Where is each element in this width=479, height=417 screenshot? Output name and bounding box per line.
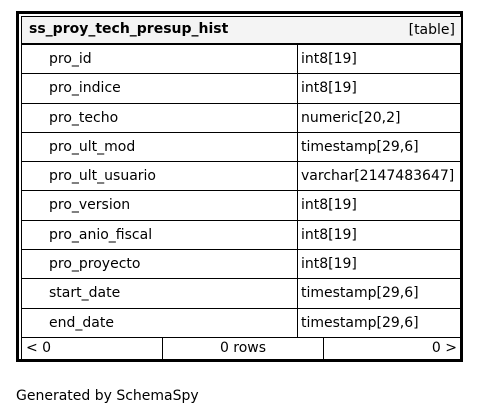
column-type: int8[19]: [297, 219, 462, 251]
column-name: pro_indice: [21, 73, 298, 104]
column-name: pro_id: [21, 44, 298, 75]
row-count: 0 rows: [163, 338, 324, 359]
column-type: int8[19]: [297, 190, 462, 221]
column-type: int8[19]: [297, 73, 462, 104]
column-type: timestamp[29,6]: [297, 278, 462, 309]
column-list: pro_id int8[19] pro_indice int8[19] pro_…: [21, 44, 462, 338]
column-row: pro_id int8[19]: [21, 44, 462, 75]
column-row: pro_ult_mod timestamp[29,6]: [21, 131, 462, 163]
generated-by-caption: Generated by SchemaSpy: [16, 388, 199, 404]
column-row: pro_indice int8[19]: [21, 73, 462, 104]
column-row: end_date timestamp[29,6]: [21, 307, 462, 338]
column-name: pro_proyecto: [21, 249, 298, 280]
column-name: end_date: [21, 307, 298, 338]
column-row: pro_ult_usuario varchar[2147483647]: [21, 161, 462, 192]
column-name: start_date: [21, 278, 298, 309]
column-type: numeric[20,2]: [297, 102, 462, 133]
column-type: timestamp[29,6]: [297, 307, 462, 338]
column-row: pro_anio_fiscal int8[19]: [21, 219, 462, 251]
table-entity: ss_proy_tech_presup_hist [table] pro_id …: [16, 11, 463, 362]
table-footer: < 0 0 rows 0 >: [21, 337, 462, 360]
column-row: pro_version int8[19]: [21, 190, 462, 221]
column-name: pro_version: [21, 190, 298, 221]
column-row: pro_proyecto int8[19]: [21, 249, 462, 280]
column-name: pro_techo: [21, 102, 298, 133]
column-name: pro_ult_mod: [21, 131, 298, 163]
column-type: int8[19]: [297, 249, 462, 280]
column-name: pro_ult_usuario: [21, 161, 298, 192]
column-name: pro_anio_fiscal: [21, 219, 298, 251]
column-row: pro_techo numeric[20,2]: [21, 102, 462, 133]
table-header: ss_proy_tech_presup_hist [table]: [21, 16, 462, 44]
parents-count[interactable]: < 0: [22, 338, 163, 359]
children-count[interactable]: 0 >: [431, 340, 457, 356]
column-row: start_date timestamp[29,6]: [21, 278, 462, 309]
column-type: varchar[2147483647]: [297, 161, 462, 192]
table-name: ss_proy_tech_presup_hist: [29, 21, 229, 37]
column-type: int8[19]: [297, 44, 462, 75]
table-kind: [table]: [408, 22, 455, 38]
column-type: timestamp[29,6]: [297, 131, 462, 163]
